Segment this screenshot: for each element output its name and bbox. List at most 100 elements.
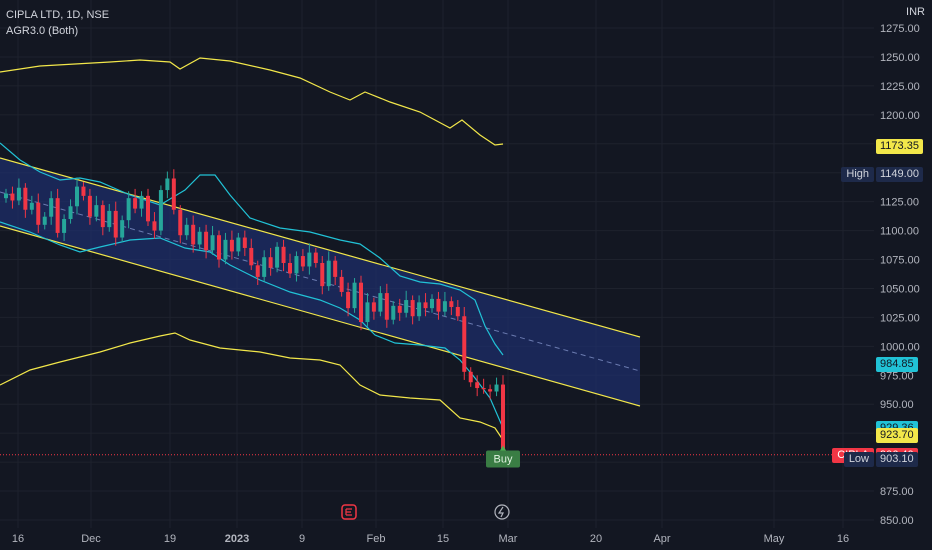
candle-body: [481, 388, 486, 390]
candle-body: [410, 300, 415, 317]
candle-body: [126, 198, 131, 221]
candle-body: [249, 247, 254, 266]
earnings-icon-mark: [345, 508, 352, 516]
price-tag-name: Low: [843, 451, 874, 467]
candle-body: [152, 221, 157, 231]
y-tick-label: 1025.00: [880, 312, 920, 324]
candle-body: [29, 202, 34, 210]
x-tick-label: 16: [12, 533, 24, 545]
candle-body: [236, 237, 241, 252]
candle-body: [404, 300, 409, 313]
candle-body: [333, 260, 338, 277]
bb-upper-line: [0, 142, 504, 356]
price-tag: 903.10: [876, 451, 918, 467]
channel-upper-line: [0, 157, 641, 338]
candle-body: [75, 186, 79, 207]
lower-envelope-line: [0, 332, 504, 441]
y-tick-label: 1125.00: [880, 197, 919, 209]
candle-body: [210, 235, 215, 251]
candle-body: [120, 220, 125, 238]
channel-fill: [0, 158, 640, 406]
x-tick-label: 16: [837, 533, 849, 545]
candle-body: [16, 187, 21, 201]
price-tag: 984.85: [876, 356, 918, 372]
candle-body: [300, 256, 305, 267]
x-tick-label: 19: [164, 533, 176, 545]
x-tick-label: Dec: [81, 533, 101, 545]
candle-body: [81, 186, 86, 196]
y-tick-label: 1100.00: [880, 226, 919, 238]
candle-body: [352, 282, 357, 309]
y-tick-label: 975.00: [880, 370, 914, 382]
y-tick-label: 1050.00: [880, 283, 920, 295]
candle-body: [397, 305, 402, 313]
candle-body: [417, 302, 422, 317]
candle-body: [281, 246, 286, 264]
candle-body: [346, 291, 351, 309]
candle-body: [191, 224, 196, 245]
candle-body: [371, 302, 376, 312]
y-tick-label: 1000.00: [880, 341, 920, 353]
y-tick-label: 1075.00: [880, 255, 920, 267]
candle-body: [10, 193, 15, 201]
candle-body: [430, 298, 434, 309]
candle-body: [94, 205, 99, 217]
candle-body: [223, 239, 228, 260]
candle-body: [359, 282, 363, 323]
y-tick-label: 875.00: [880, 486, 914, 498]
dividend-icon-mark: [497, 506, 504, 518]
candle-body: [449, 301, 454, 307]
candle-body: [62, 219, 67, 233]
candle-body: [468, 371, 473, 383]
buy-arrow: [500, 445, 506, 451]
candle-body: [488, 389, 493, 392]
chart-title[interactable]: CIPLA LTD, 1D, NSE: [6, 9, 110, 21]
x-tick-label: 2023: [225, 533, 249, 545]
x-tick-label: 20: [590, 533, 602, 545]
price-tag: 1173.35: [876, 138, 923, 154]
y-tick-label: 1275.00: [880, 23, 920, 35]
y-tick-label: 850.00: [880, 515, 914, 527]
candle-body: [139, 195, 144, 209]
candle-body: [275, 246, 280, 268]
buy-label: Buy: [494, 454, 513, 466]
candle-body: [229, 239, 234, 252]
candle-body: [68, 206, 73, 220]
price-tag-name: High: [841, 166, 874, 182]
candle-body: [339, 276, 344, 292]
candle-body: [423, 302, 428, 309]
candle-body: [384, 293, 389, 320]
candle-body: [436, 298, 441, 312]
y-tick-label: 950.00: [880, 399, 914, 411]
price-tag: 923.70: [876, 427, 918, 443]
candle-body: [49, 198, 54, 217]
candle-body: [36, 202, 41, 225]
indicator-label[interactable]: AGR3.0 (Both): [6, 25, 79, 37]
price-tag: 1149.00: [876, 166, 923, 182]
candle-body: [42, 216, 47, 225]
candle-body: [23, 187, 28, 210]
candle-body: [133, 198, 138, 209]
candle-body: [268, 257, 273, 268]
x-tick-label: Mar: [499, 533, 518, 545]
candle-body: [146, 195, 150, 222]
candle-body: [391, 305, 396, 320]
candle-body: [197, 231, 202, 245]
candle-body: [462, 316, 467, 372]
earnings-icon: [341, 504, 357, 520]
candle-body: [204, 231, 209, 251]
x-tick-label: Apr: [653, 533, 670, 545]
candle-body: [326, 260, 331, 287]
x-tick-label: 15: [437, 533, 449, 545]
candle-body: [87, 195, 92, 217]
candle-body: [455, 306, 460, 317]
dividend-icon: [494, 504, 510, 520]
candle-body: [442, 301, 447, 312]
candle-body: [4, 193, 8, 199]
x-tick-label: Feb: [367, 533, 386, 545]
candle-body: [165, 178, 170, 191]
candle-body: [313, 252, 318, 264]
currency-label: INR: [906, 6, 925, 18]
channel-mid-line: [0, 191, 641, 372]
